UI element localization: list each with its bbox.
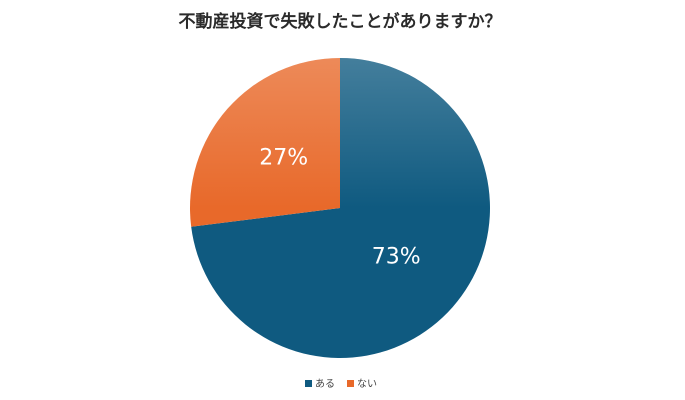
pie-slice bbox=[190, 58, 340, 227]
value-label: 73% bbox=[372, 245, 421, 270]
value-label: 27% bbox=[259, 145, 308, 170]
legend-label: ない bbox=[357, 378, 377, 390]
legend-label: ある bbox=[315, 378, 335, 390]
legend-swatch bbox=[305, 380, 312, 387]
chart-title: 不動産投資で失敗したことがありますか？ bbox=[179, 11, 502, 32]
legend-swatch bbox=[347, 380, 354, 387]
